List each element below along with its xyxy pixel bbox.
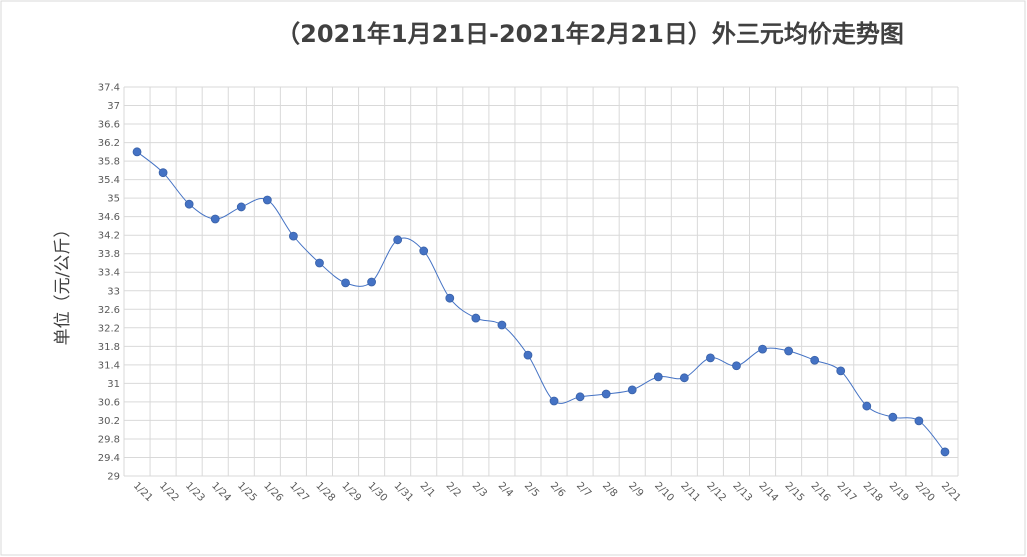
y-tick-label: 32.2 xyxy=(98,323,120,334)
marker xyxy=(549,396,559,406)
marker xyxy=(289,231,298,241)
marker xyxy=(627,385,637,395)
marker xyxy=(393,235,403,245)
y-tick-label: 35.8 xyxy=(98,157,120,168)
marker xyxy=(810,355,820,365)
y-tick-label: 35.4 xyxy=(98,175,120,186)
marker xyxy=(679,373,689,383)
y-tick-label: 29.4 xyxy=(98,453,120,464)
marker xyxy=(836,366,846,376)
marker xyxy=(914,416,924,426)
y-tick-label: 34.6 xyxy=(98,212,120,223)
y-tick-label: 29.8 xyxy=(98,434,120,445)
marker xyxy=(706,353,715,363)
y-tick-label: 30.6 xyxy=(98,397,120,408)
marker xyxy=(784,346,793,356)
marker xyxy=(471,313,481,323)
marker xyxy=(758,344,767,354)
marker xyxy=(262,195,272,205)
marker xyxy=(132,147,142,157)
y-tick-label: 32.6 xyxy=(98,305,120,316)
y-tick-label: 31.8 xyxy=(98,342,120,353)
y-tick-label: 33.8 xyxy=(98,249,120,260)
marker xyxy=(732,361,741,371)
marker xyxy=(315,258,324,268)
marker xyxy=(523,350,533,360)
marker xyxy=(653,372,663,382)
marker xyxy=(497,320,507,330)
marker xyxy=(341,278,350,288)
chart-title: （2021年1月21日-2021年2月21日）外三元均价走势图 xyxy=(276,20,904,48)
y-tick-label: 33 xyxy=(107,286,120,297)
y-tick-label: 37 xyxy=(107,101,120,112)
y-tick-label: 34.2 xyxy=(98,231,120,242)
y-tick-label: 29 xyxy=(107,472,120,483)
marker xyxy=(575,392,585,402)
marker xyxy=(862,401,872,411)
y-tick-label: 35 xyxy=(107,194,120,205)
marker xyxy=(184,199,194,209)
y-tick-label: 31.4 xyxy=(98,360,120,371)
marker xyxy=(367,277,376,287)
marker xyxy=(419,246,429,256)
marker xyxy=(158,168,168,178)
marker xyxy=(445,293,455,303)
y-tick-label: 30.2 xyxy=(98,416,120,427)
y-tick-label: 31 xyxy=(107,379,120,390)
marker xyxy=(940,447,950,457)
y-tick-label: 33.4 xyxy=(98,268,120,279)
y-tick-label: 36.6 xyxy=(98,120,120,131)
y-tick-label: 36.2 xyxy=(98,138,120,149)
y-tick-label: 37.4 xyxy=(98,83,120,94)
marker xyxy=(601,389,611,399)
marker xyxy=(888,412,898,422)
marker xyxy=(236,202,246,212)
y-axis-label: 单位（元/公斤） xyxy=(53,221,73,346)
marker xyxy=(210,214,220,224)
